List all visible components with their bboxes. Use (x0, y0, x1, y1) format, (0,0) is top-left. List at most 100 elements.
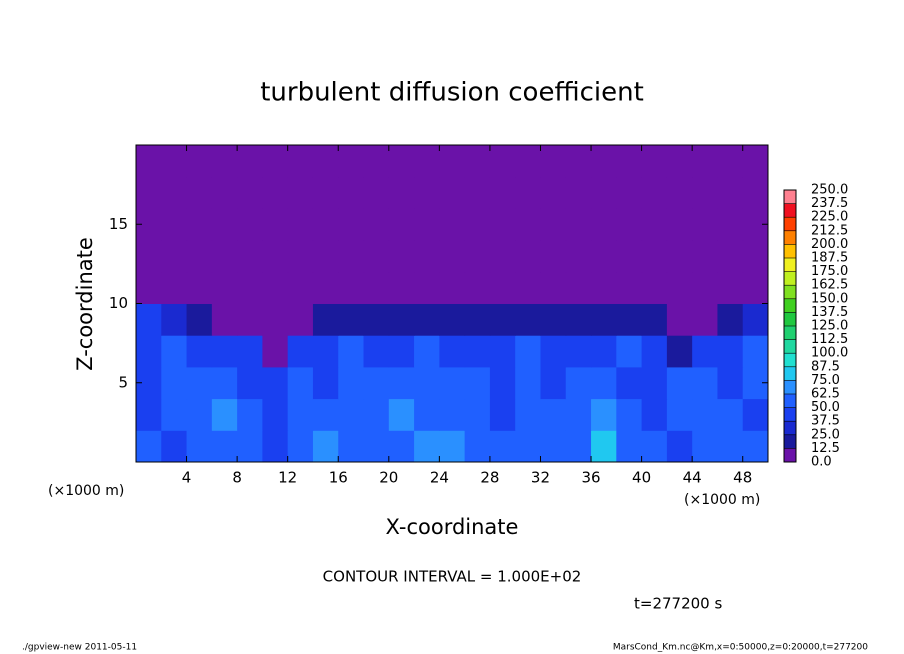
cell (489, 366, 516, 400)
cell (565, 335, 592, 368)
cell (388, 271, 415, 304)
cell (515, 240, 541, 273)
cell (262, 176, 289, 209)
cell (237, 240, 263, 273)
cell (591, 335, 617, 368)
cell (363, 430, 390, 463)
x-tick-label: 32 (531, 469, 550, 487)
cell (565, 398, 592, 431)
cell (161, 271, 188, 304)
cell (414, 366, 440, 400)
cell (338, 271, 365, 304)
cell (186, 366, 213, 400)
cell (540, 303, 567, 336)
cell (439, 240, 466, 273)
colorbar-label: 75.0 (811, 373, 840, 388)
cell (742, 430, 769, 463)
colorbar-band (784, 244, 796, 258)
cell (692, 430, 718, 463)
cell (641, 303, 668, 336)
cell (742, 335, 769, 368)
cell (439, 271, 466, 304)
cell (540, 208, 567, 241)
x-tick-label: 28 (480, 469, 499, 487)
cell (641, 145, 668, 178)
colorbar-label: 225.0 (811, 210, 848, 225)
colorbar-label: 12.5 (811, 441, 840, 456)
cell (363, 398, 390, 431)
time-note: t=277200 s (634, 595, 722, 613)
cell (591, 430, 617, 463)
cell (515, 303, 541, 336)
cell (515, 176, 541, 209)
cell (312, 430, 339, 463)
cell (464, 335, 491, 368)
cell (287, 271, 314, 304)
cell (616, 145, 643, 178)
colorbar-label: 112.5 (811, 332, 848, 347)
colorbar-label: 237.5 (811, 196, 848, 211)
cell (565, 176, 592, 209)
cell (363, 145, 390, 178)
cell (161, 240, 188, 273)
cell (186, 303, 213, 336)
cell (161, 430, 188, 463)
cell (439, 208, 466, 241)
cell (692, 366, 718, 400)
cell (211, 303, 238, 336)
colorbar-label: 212.5 (811, 223, 848, 238)
cell (666, 398, 693, 431)
cell (565, 430, 592, 463)
colorbar-label: 162.5 (811, 278, 848, 293)
cell (136, 176, 162, 209)
cell (515, 398, 541, 431)
cell (338, 303, 365, 336)
cell (489, 398, 516, 431)
cell (363, 240, 390, 273)
cell (186, 335, 213, 368)
cell (161, 398, 188, 431)
cell (186, 176, 213, 209)
cell (211, 271, 238, 304)
colorbar-band (784, 339, 796, 354)
cell (565, 271, 592, 304)
cell (641, 398, 668, 431)
cell (237, 335, 263, 368)
colorbar-band (784, 394, 796, 408)
cell (692, 303, 718, 336)
cell (666, 335, 693, 368)
colorbar-label: 200.0 (811, 237, 848, 252)
cell (565, 208, 592, 241)
cell (211, 145, 238, 178)
cell (237, 176, 263, 209)
cell (136, 398, 162, 431)
cell (540, 398, 567, 431)
colorbar-band (784, 230, 796, 245)
cell (591, 271, 617, 304)
cell (464, 176, 491, 209)
cell (414, 430, 440, 463)
cell (717, 366, 744, 400)
cell (186, 208, 213, 241)
colorbar-band (784, 421, 796, 435)
cell (692, 271, 718, 304)
cell (515, 208, 541, 241)
cell (414, 271, 440, 304)
x-tick-label: 24 (430, 469, 449, 487)
cell (363, 176, 390, 209)
cell (388, 145, 415, 178)
colorbar-band (784, 366, 796, 381)
cell (515, 271, 541, 304)
y-tick-label: 10 (109, 294, 128, 312)
cell (237, 145, 263, 178)
x-tick-label: 48 (733, 469, 752, 487)
cell (414, 208, 440, 241)
cell (211, 208, 238, 241)
cell (666, 208, 693, 241)
cell (262, 208, 289, 241)
cell (489, 430, 516, 463)
colorbar-band (784, 258, 796, 272)
cell (616, 366, 643, 400)
cell (717, 271, 744, 304)
cell (717, 240, 744, 273)
